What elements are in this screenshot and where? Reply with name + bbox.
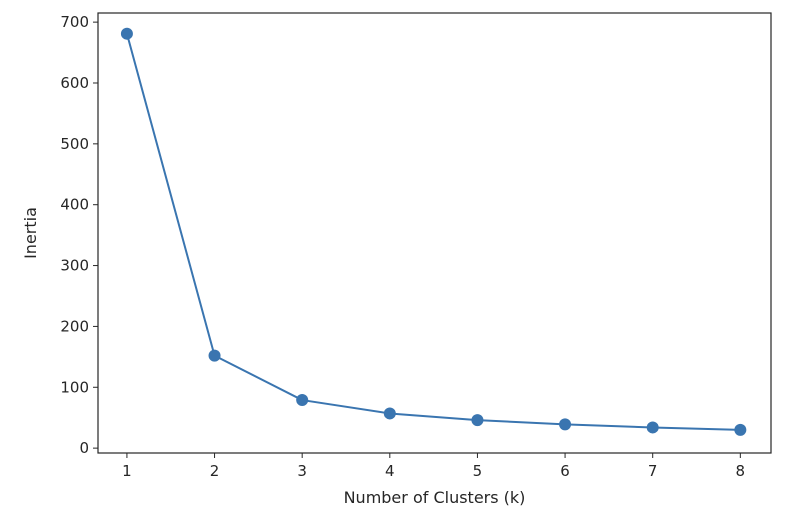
- data-point-marker: [120, 27, 133, 40]
- x-tick-label: 3: [297, 462, 307, 480]
- y-axis-ticks: 0 100 200 300 400 500 600 700: [60, 13, 98, 457]
- x-tick-label: 8: [736, 462, 746, 480]
- y-tick-label: 600: [60, 74, 89, 92]
- data-point-marker: [383, 407, 396, 420]
- x-axis-label: Number of Clusters (k): [344, 488, 526, 507]
- y-tick-label: 500: [60, 135, 89, 153]
- y-tick-label: 300: [60, 257, 89, 275]
- data-point-marker: [646, 421, 659, 434]
- series-line: [125, 33, 741, 431]
- data-point-marker: [559, 418, 572, 431]
- data-point-marker: [296, 394, 309, 407]
- data-point-marker: [471, 414, 484, 427]
- y-tick-label: 0: [79, 439, 89, 457]
- x-axis-ticks: 1 2 3 4 5 6 7 8: [122, 453, 745, 480]
- plot-area-frame: [97, 12, 772, 454]
- x-tick-label: 6: [560, 462, 570, 480]
- y-tick-label: 100: [60, 378, 89, 396]
- x-tick-label: 5: [473, 462, 483, 480]
- x-tick-label: 7: [648, 462, 658, 480]
- x-tick-label: 1: [122, 462, 132, 480]
- series-layer: [120, 27, 747, 436]
- y-tick-label: 400: [60, 196, 89, 214]
- y-axis-label: Inertia: [21, 207, 40, 259]
- x-tick-label: 2: [210, 462, 220, 480]
- data-point-marker: [208, 349, 221, 362]
- y-tick-label: 700: [60, 13, 89, 31]
- data-point-marker: [734, 423, 747, 436]
- y-tick-label: 200: [60, 317, 89, 335]
- x-tick-label: 4: [385, 462, 395, 480]
